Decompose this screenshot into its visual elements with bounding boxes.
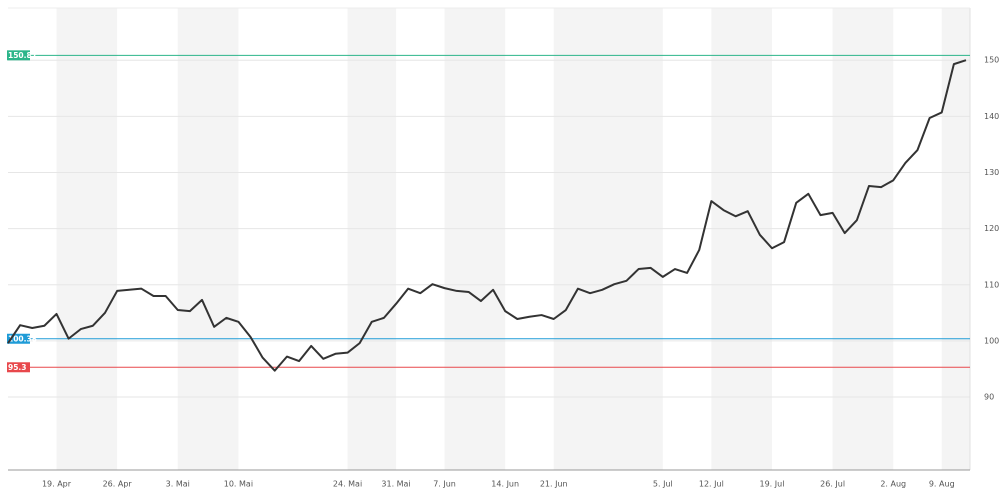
x-tick-label: 26. Jul [820, 480, 845, 489]
x-tick-label: 19. Apr [42, 480, 72, 489]
week-band [347, 8, 397, 470]
reference-label-bg [7, 333, 30, 344]
x-tick-label: 14. Jun [491, 480, 519, 489]
y-tick-label: 140 [984, 112, 999, 121]
y-tick-label: 110 [984, 280, 999, 289]
background-layer [56, 8, 970, 470]
x-tick-label: 2. Aug [880, 480, 906, 489]
x-tick-label: 31. Mai [381, 480, 410, 489]
week-band [56, 8, 118, 470]
x-tick-label: 7. Jun [433, 480, 456, 489]
week-band [444, 8, 506, 470]
y-tick-label: 150 [984, 56, 999, 65]
y-tick-label: 100 [984, 336, 999, 345]
x-tick-label: 5. Jul [653, 480, 673, 489]
week-band [711, 8, 772, 470]
week-band [553, 8, 663, 470]
x-tick-label: 9. Aug [929, 480, 955, 489]
reference-label: 100.38 [8, 334, 37, 343]
x-tick-label: 10. Mai [224, 480, 253, 489]
week-band [832, 8, 894, 470]
reference-label-bg [7, 362, 30, 373]
week-band [941, 8, 970, 470]
reference-label: 95.3 [8, 363, 27, 372]
x-tick-label: 21. Jun [540, 480, 568, 489]
x-tick-label: 12. Jul [699, 480, 724, 489]
x-tick-label: 19. Jul [760, 480, 785, 489]
week-band [177, 8, 239, 470]
x-tick-label: 24. Mai [333, 480, 362, 489]
x-tick-label: 3. Mai [166, 480, 190, 489]
y-tick-label: 130 [984, 168, 999, 177]
reference-label-bg [7, 50, 30, 61]
y-tick-label: 90 [984, 393, 994, 402]
price-line [7, 59, 967, 372]
x-tick-label: 26. Apr [103, 480, 133, 489]
y-tick-label: 120 [984, 224, 999, 233]
reference-label: 150.87 [8, 51, 37, 60]
